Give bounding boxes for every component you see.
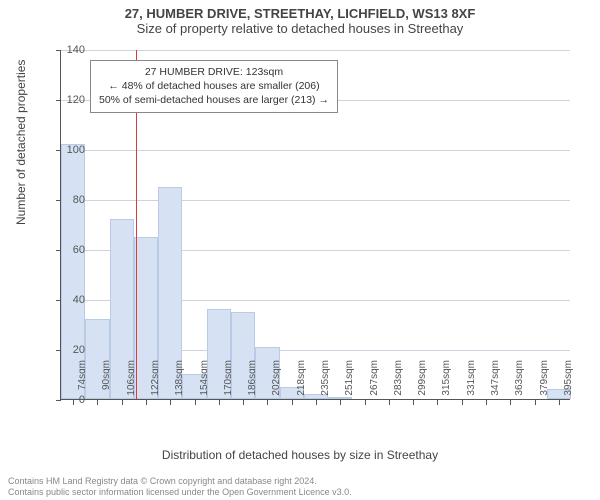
xtick-mark [195,400,196,405]
xtick-mark [389,400,390,405]
gridline [61,150,570,151]
xtick-mark [486,400,487,405]
annotation-box: 27 HUMBER DRIVE: 123sqm ← 48% of detache… [90,60,338,113]
xtick-mark [243,400,244,405]
x-axis-label: Distribution of detached houses by size … [0,448,600,462]
title-address: 27, HUMBER DRIVE, STREETHAY, LICHFIELD, … [0,0,600,21]
ytick-label: 80 [55,194,85,206]
xtick-mark [170,400,171,405]
gridline [61,50,570,51]
xtick-mark [292,400,293,405]
xtick-mark [267,400,268,405]
xtick-mark [316,400,317,405]
xtick-mark [510,400,511,405]
xtick-mark [365,400,366,405]
xtick-label: 395sqm [563,360,574,405]
ytick-label: 0 [55,394,85,406]
xtick-mark [340,400,341,405]
footer-text: Contains HM Land Registry data © Crown c… [8,476,352,499]
xtick-label: 283sqm [393,360,404,405]
xtick-mark [413,400,414,405]
footer-line2: Contains public sector information licen… [8,487,352,498]
ytick-label: 40 [55,294,85,306]
xtick-mark [146,400,147,405]
xtick-label: 251sqm [344,360,355,405]
xtick-label: 363sqm [514,360,525,405]
xtick-mark [219,400,220,405]
chart-container: 27, HUMBER DRIVE, STREETHAY, LICHFIELD, … [0,0,600,500]
xtick-label: 299sqm [417,360,428,405]
ytick-label: 20 [55,344,85,356]
xtick-mark [535,400,536,405]
xtick-label: 315sqm [441,360,452,405]
title-subtitle: Size of property relative to detached ho… [0,21,600,40]
ytick-label: 120 [55,94,85,106]
xtick-mark [437,400,438,405]
xtick-mark [97,400,98,405]
xtick-label: 331sqm [466,360,477,405]
ytick-label: 140 [55,44,85,56]
xtick-mark [122,400,123,405]
gridline [61,200,570,201]
annotation-title: 27 HUMBER DRIVE: 123sqm [99,65,329,79]
footer-line1: Contains HM Land Registry data © Crown c… [8,476,352,487]
annotation-smaller: ← 48% of detached houses are smaller (20… [99,79,329,93]
ytick-label: 60 [55,244,85,256]
xtick-label: 267sqm [369,360,380,405]
xtick-mark [462,400,463,405]
xtick-label: 347sqm [490,360,501,405]
xtick-mark [559,400,560,405]
ytick-label: 100 [55,144,85,156]
y-axis-label: Number of detached properties [14,60,28,225]
annotation-larger: 50% of semi-detached houses are larger (… [99,93,329,107]
